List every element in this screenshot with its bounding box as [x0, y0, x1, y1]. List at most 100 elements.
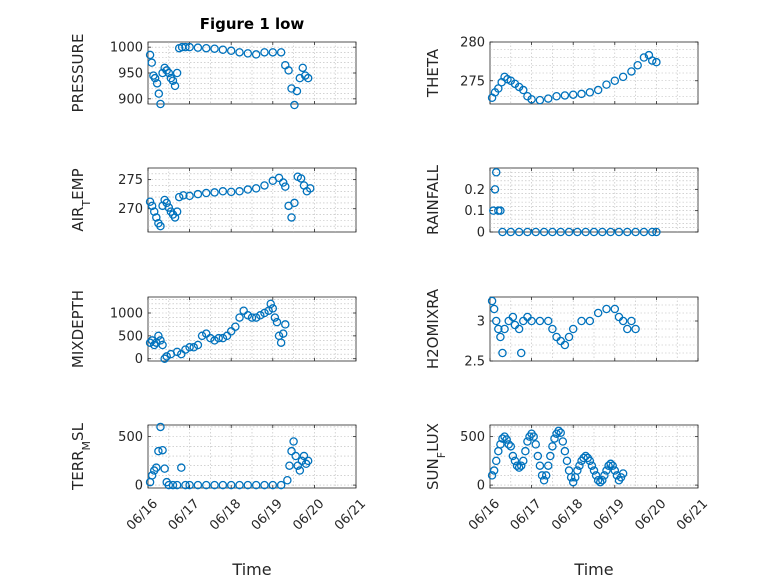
data-point: [568, 324, 578, 334]
data-point: [595, 477, 605, 487]
data-point: [174, 192, 184, 202]
subplot-rainfall: 0 0.1 0.2 RAINFALL: [424, 164, 699, 241]
data-point: [589, 466, 599, 475]
data-point: [193, 480, 203, 490]
y-tick-label: 0: [477, 479, 485, 494]
subplot-pressure: 900 950 1000 PRESSURE: [69, 34, 357, 112]
data-point: [152, 79, 162, 88]
data-point: [154, 331, 163, 341]
y-tick-label: 950: [118, 67, 143, 82]
y-tick-label: 275: [118, 173, 143, 188]
data-point: [210, 480, 219, 490]
data-point: [270, 313, 280, 322]
data-point: [152, 463, 161, 472]
data-point: [577, 316, 586, 326]
data-point: [226, 327, 236, 336]
data-point: [519, 456, 528, 466]
data-point: [168, 76, 178, 86]
data-point: [290, 100, 299, 110]
y-axis-label-2: AIRTEMP: [69, 168, 93, 231]
data-point: [150, 73, 160, 83]
data-point: [496, 440, 505, 449]
data-point: [608, 461, 617, 470]
data-point: [287, 213, 296, 222]
data-point: [490, 185, 500, 194]
data-point: [290, 198, 299, 208]
data-point: [218, 333, 228, 343]
y-tick-label: 280: [460, 36, 485, 51]
data-point: [268, 480, 278, 490]
data-point: [639, 53, 649, 62]
data-point: [285, 461, 294, 470]
data-point: [266, 299, 275, 309]
data-point: [166, 73, 176, 83]
data-point: [243, 311, 253, 320]
data-point: [278, 178, 288, 187]
data-point: [147, 201, 157, 211]
y-tick-label: 0: [477, 226, 485, 241]
y-axis-label-4: MIXDEPTH: [69, 290, 87, 368]
data-point: [158, 68, 167, 78]
data-point: [500, 324, 509, 334]
data-point: [172, 68, 182, 78]
data-point: [235, 187, 244, 196]
data-point: [573, 466, 582, 475]
data-point: [268, 48, 278, 57]
data-point: [506, 442, 516, 451]
data-point: [251, 313, 261, 322]
subplot-air-temp: 270 275 AIRTEMP: [69, 167, 357, 233]
data-point: [185, 191, 194, 201]
y-tick-label: 2.5: [464, 355, 485, 370]
data-point: [514, 227, 524, 237]
data-point: [529, 432, 538, 441]
data-point: [560, 446, 570, 456]
data-point: [512, 461, 522, 470]
data-point: [145, 50, 155, 60]
data-point: [162, 198, 171, 208]
data-point: [541, 471, 551, 480]
data-point: [172, 480, 182, 490]
data-point: [496, 206, 505, 215]
data-point: [539, 227, 549, 237]
data-point: [568, 90, 578, 99]
data-point: [268, 304, 278, 313]
data-point: [514, 463, 524, 472]
data-point: [519, 85, 528, 95]
y-tick-label: 500: [460, 430, 485, 445]
data-point: [181, 42, 190, 52]
data-point: [164, 480, 174, 490]
data-point: [292, 86, 302, 96]
data-point: [256, 311, 265, 320]
data-point: [193, 340, 203, 350]
data-point: [498, 348, 507, 358]
data-point: [585, 88, 595, 97]
data-point: [527, 95, 536, 104]
data-point: [185, 480, 194, 490]
data-point: [618, 469, 628, 478]
data-point: [510, 456, 520, 466]
data-point: [168, 480, 178, 490]
data-point: [235, 313, 244, 322]
data-point: [177, 463, 186, 472]
data-point: [260, 181, 269, 190]
data-point: [591, 471, 601, 480]
data-point: [589, 227, 599, 237]
data-point: [226, 480, 236, 490]
data-point: [585, 316, 595, 326]
data-point: [602, 466, 611, 475]
data-point: [604, 461, 613, 470]
data-point: [652, 227, 661, 237]
data-point: [201, 43, 211, 53]
data-point: [631, 324, 640, 334]
data-point: [156, 99, 165, 109]
data-point: [243, 49, 253, 58]
data-point: [614, 227, 624, 237]
data-point: [566, 473, 576, 482]
data-point: [489, 466, 499, 475]
x-axis-label-right: Time: [573, 560, 613, 579]
data-point: [494, 324, 503, 334]
data-point: [160, 63, 169, 73]
data-point: [581, 451, 590, 461]
data-point: [618, 72, 628, 82]
